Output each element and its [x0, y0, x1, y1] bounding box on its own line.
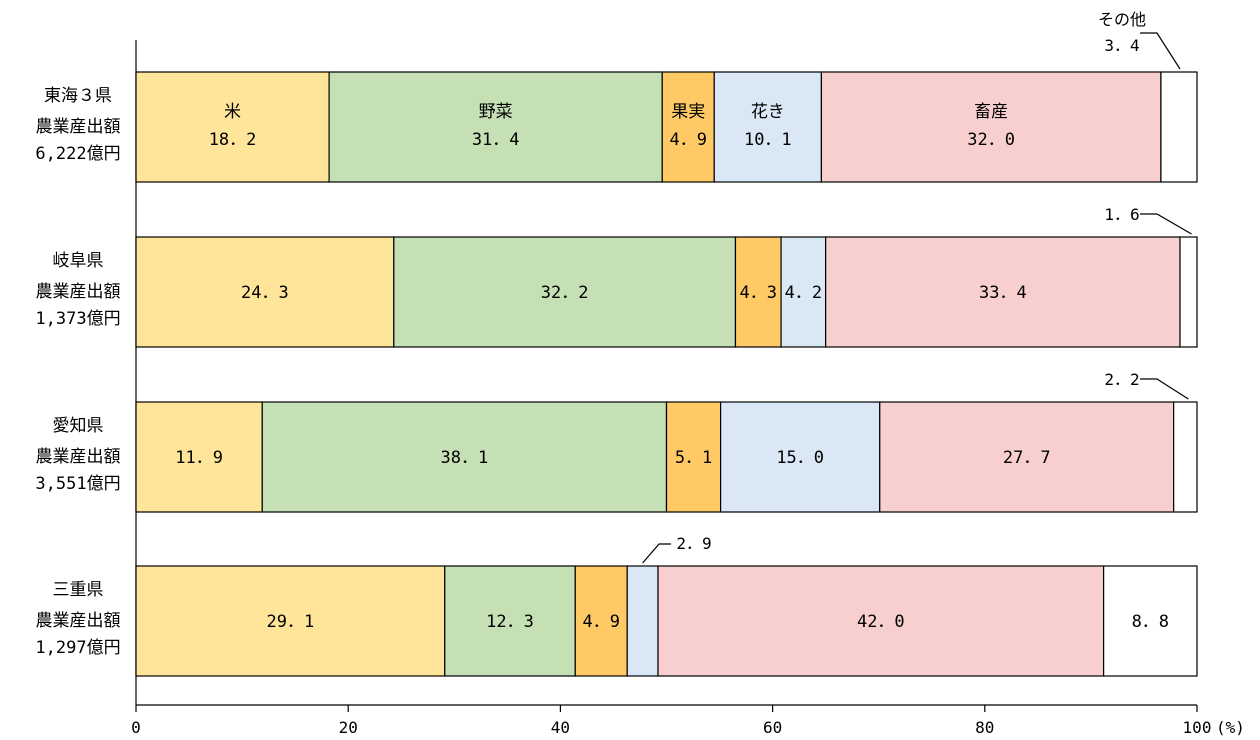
data-label: 18．2 [209, 130, 257, 150]
callout-leader [642, 543, 671, 564]
bar-segment-4 [626, 565, 659, 677]
category-label-line3: 1,373億円 [35, 309, 120, 329]
category-label-line3: 3,551億円 [35, 474, 120, 494]
data-label: 11．9 [175, 448, 223, 468]
data-label: 31．4 [472, 130, 520, 150]
data-label: 3．4 [1104, 36, 1139, 55]
bar-segment-1 [135, 71, 330, 183]
category-label: 三重県 [53, 580, 104, 600]
x-tick-label: 0 [131, 718, 141, 737]
segment-name-label: 畜産 [974, 102, 1008, 122]
segment-name-label: 花き [751, 102, 785, 122]
bar-segment-3 [665, 401, 722, 513]
segment-name-label: 米 [224, 102, 241, 122]
x-tick-label: 80 [975, 718, 994, 737]
data-label: 32．0 [967, 130, 1015, 150]
data-label: 5．1 [675, 448, 712, 468]
bar-segment-2 [328, 71, 663, 183]
callout-leader [1140, 32, 1181, 70]
data-label: 4．2 [785, 283, 822, 303]
bar-segment-6 [1160, 71, 1198, 183]
bar-segment-6 [1179, 236, 1198, 348]
bar-segment-5 [657, 565, 1105, 677]
data-label: 29．1 [267, 612, 315, 632]
category-label-line2: 農業産出額 [36, 447, 121, 467]
segment-name-label: 果実 [671, 102, 705, 122]
callout-segment-name: その他 [1098, 10, 1146, 29]
bar-segment-4 [713, 71, 823, 183]
bar-segment-3 [661, 71, 715, 183]
data-label: 4．9 [670, 130, 707, 150]
data-label: 10．1 [744, 130, 792, 150]
category-label-line2: 農業産出額 [36, 611, 121, 631]
x-tick-label: 60 [763, 718, 782, 737]
category-label-line3: 6,222億円 [35, 144, 120, 164]
data-label: 38．1 [441, 448, 489, 468]
data-label: 32．2 [541, 283, 589, 303]
bar-segment-2 [444, 565, 576, 677]
bar-segment-1 [135, 236, 395, 348]
x-tick-label: 20 [339, 718, 358, 737]
data-label: 15．0 [776, 448, 824, 468]
data-label: 27．7 [1003, 448, 1051, 468]
bar-segment-6 [1103, 565, 1198, 677]
bar-segment-5 [820, 71, 1162, 183]
bar-segment-1 [135, 401, 263, 513]
bar-segment-3 [574, 565, 628, 677]
data-label: 33．4 [979, 283, 1027, 303]
category-label: 岐阜県 [53, 251, 104, 271]
data-label: 1．6 [1104, 205, 1139, 224]
x-tick-label: 100 [1183, 718, 1212, 737]
bar-segment-4 [720, 401, 881, 513]
data-label: 24．3 [241, 283, 289, 303]
data-label: 4．9 [583, 612, 620, 632]
segment-name-label: 野菜 [479, 102, 513, 122]
data-label: 4．3 [740, 283, 777, 303]
data-label: 2．2 [1104, 370, 1139, 389]
bar-segment-1 [135, 565, 446, 677]
bar-segment-2 [261, 401, 668, 513]
category-label-line2: 農業産出額 [36, 117, 121, 137]
category-label: 東海３県 [44, 86, 112, 106]
x-axis-unit: (%) [1216, 718, 1245, 737]
category-label-line2: 農業産出額 [36, 282, 121, 302]
data-label: 2．9 [676, 534, 711, 553]
category-label: 愛知県 [53, 416, 104, 436]
data-label: 8．8 [1132, 612, 1169, 632]
bar-segment-2 [393, 236, 737, 348]
bar-segment-6 [1173, 401, 1198, 513]
data-label: 12．3 [486, 612, 534, 632]
callout-leader [1140, 213, 1192, 235]
category-label-line3: 1,297億円 [35, 638, 120, 658]
data-label: 42．0 [857, 612, 905, 632]
x-tick-label: 40 [551, 718, 570, 737]
callout-leader [1140, 378, 1189, 400]
